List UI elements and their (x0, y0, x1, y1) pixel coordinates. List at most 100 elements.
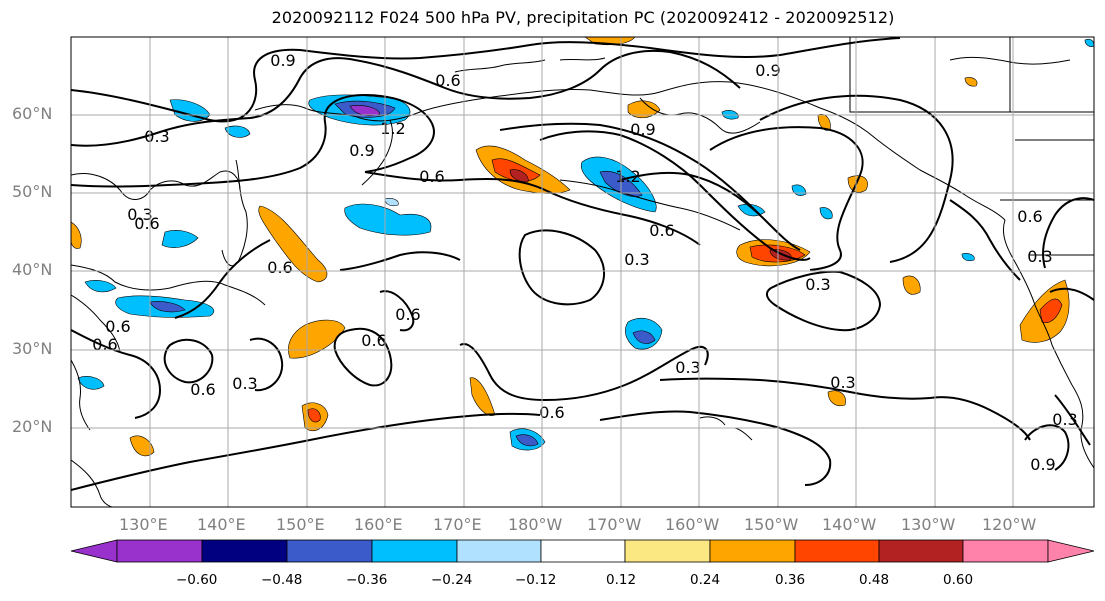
precip-area (149, 301, 186, 313)
contour-label: 0.6 (649, 221, 674, 240)
contour-label: 0.3 (830, 373, 855, 392)
colorbar-tick-label: −0.60 (176, 572, 218, 588)
colorbar-segment (540, 539, 626, 563)
precip-positive-areas (71, 37, 1070, 457)
colorbar-tick-label: 0.36 (775, 572, 806, 588)
contour-label: 0.3 (805, 275, 830, 294)
contour-label: 0.6 (92, 335, 117, 354)
precip-area (469, 377, 496, 416)
colorbar-tick-label: 0.48 (859, 572, 890, 588)
contour-label: 0.6 (105, 317, 130, 336)
contour-label: 0.9 (349, 141, 374, 160)
contour-label: 0.6 (190, 380, 215, 399)
precip-area (84, 280, 117, 293)
colorbar-extend-high (1047, 539, 1095, 563)
colorbar (70, 539, 1095, 563)
contour-label: 0.6 (361, 331, 386, 350)
contour-label: 0.9 (270, 51, 295, 70)
contour-label: 0.6 (267, 258, 292, 277)
contour-label: 0.6 (134, 214, 159, 233)
contour-label: 0.3 (624, 250, 649, 269)
graticule (71, 37, 1094, 507)
lat-label: 50°N (12, 182, 53, 201)
contour-label: 0.6 (1017, 207, 1042, 226)
lon-label: 160°E (354, 515, 403, 534)
lon-label: 120°W (982, 515, 1037, 534)
coastlines (71, 37, 1094, 507)
lon-label: 130°E (119, 515, 168, 534)
colorbar-tick-label: 0.12 (606, 572, 637, 588)
contour-label: 1.2 (615, 167, 640, 186)
precip-area (224, 125, 251, 138)
precip-area (819, 207, 833, 220)
contour-label: 0.9 (755, 61, 780, 80)
lat-label: 30°N (12, 339, 53, 358)
colorbar-tick-label: −0.36 (346, 572, 388, 588)
lon-label: 140°W (822, 515, 877, 534)
contour-label: 0.3 (127, 205, 152, 224)
contour-label: 0.3 (675, 358, 700, 377)
precip-area (71, 221, 82, 249)
colorbar-extend-low (70, 539, 118, 563)
contour-label: 0.6 (435, 71, 460, 90)
contour-label: 0.9 (630, 120, 655, 139)
lat-label: 20°N (12, 417, 53, 436)
precip-area (1084, 38, 1094, 47)
contour-label: 0.3 (232, 374, 257, 393)
contour-label: 0.9 (1030, 455, 1055, 474)
contour-label: 0.6 (539, 403, 564, 422)
map-frame (70, 36, 1095, 508)
colorbar-tick-label: 0.24 (690, 572, 721, 588)
lon-label: 170°E (433, 515, 482, 534)
precip-area (258, 205, 328, 283)
precip-area (77, 376, 105, 390)
colorbar-tick-label: −0.12 (515, 572, 557, 588)
precip-area (1039, 298, 1063, 323)
contour-label: 1.2 (380, 119, 405, 138)
colorbar-segment (201, 539, 288, 563)
precip-area (384, 198, 399, 207)
lon-label: 130°W (901, 515, 956, 534)
lon-label: 160°W (665, 515, 720, 534)
colorbar-segment (286, 539, 373, 563)
lon-label: 150°W (744, 515, 799, 534)
precip-area (632, 330, 656, 344)
colorbar-segment (794, 539, 880, 563)
precip-area (827, 390, 846, 407)
contour-label: 0.3 (1052, 410, 1077, 429)
precip-negative-areas (77, 38, 1094, 451)
precip-area (627, 100, 661, 119)
map-title: 2020092112 F024 500 hPa PV, precipitatio… (271, 8, 895, 27)
colorbar-segment (456, 539, 542, 563)
colorbar-segment (962, 539, 1049, 563)
precip-area (161, 230, 199, 248)
precip-area (344, 203, 432, 236)
colorbar-segment (116, 539, 203, 563)
precip-area (515, 434, 539, 447)
precip-area (509, 169, 529, 183)
contour-label: 0.6 (395, 305, 420, 324)
lat-label: 40°N (12, 260, 53, 279)
precip-area (349, 105, 381, 117)
lon-label: 140°E (197, 515, 246, 534)
colorbar-segment (624, 539, 711, 563)
lon-label: 150°E (276, 515, 325, 534)
precip-area (307, 408, 321, 423)
precip-area (769, 249, 792, 261)
colorbar-segment (371, 539, 458, 563)
precip-area (961, 253, 975, 262)
colorbar-segment (878, 539, 964, 563)
contour-label: 0.3 (144, 127, 169, 146)
lat-label: 60°N (12, 104, 53, 123)
colorbar-tick-label: −0.48 (261, 572, 303, 588)
precip-area (902, 275, 921, 295)
pv-contour-labels: 0.9 0.6 0.9 0.3 0.9 1.2 0.6 0.9 1.2 0.6 … (92, 51, 1077, 474)
precip-area (129, 435, 155, 457)
colorbar-tick-label: 0.60 (943, 572, 974, 588)
lon-label: 180°W (508, 515, 563, 534)
pv-contours (71, 37, 1094, 491)
contour-label: 0.3 (1027, 247, 1052, 266)
colorbar-segment (709, 539, 796, 563)
colorbar-tick-label: −0.24 (431, 572, 473, 588)
